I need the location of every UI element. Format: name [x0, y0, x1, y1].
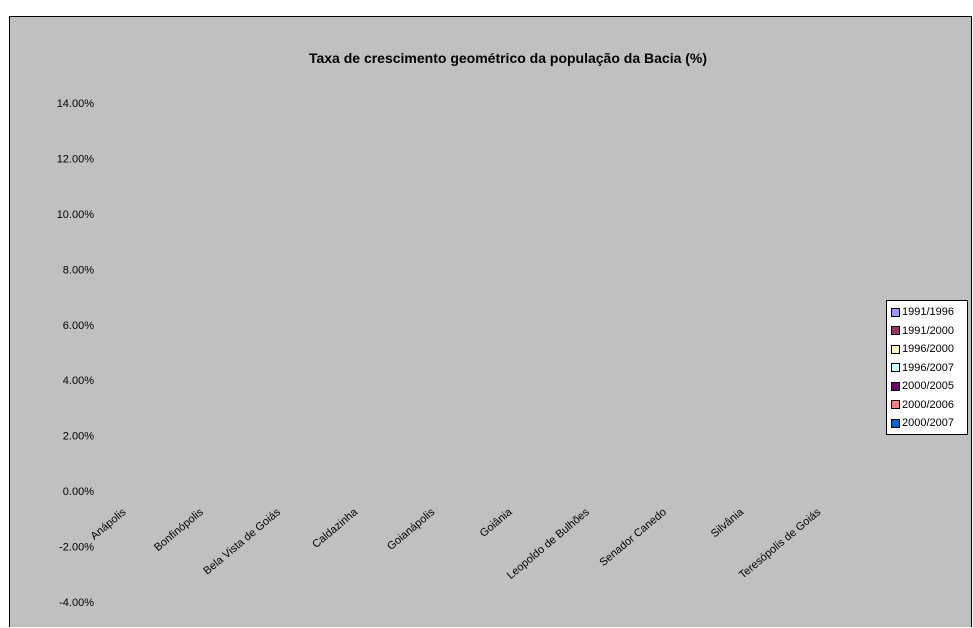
y-tick-label: 4.00% — [63, 375, 94, 387]
legend-item: 1991/2000 — [887, 322, 967, 341]
y-axis-ticks: 14.00% 12.00% 10.00% 8.00% 6.00% 4.00% 2.00% 0.… — [57, 98, 95, 609]
legend-item: 1996/2000 — [887, 340, 967, 359]
x-category-label: Bela Vista de Goiás — [201, 506, 283, 577]
legend-item: 1996/2007 — [887, 359, 967, 378]
y-tick-label: 6.00% — [63, 320, 94, 332]
legend-label: 1996/2000 — [902, 343, 954, 356]
legend-swatch — [891, 418, 900, 428]
chart-area: Taxa de crescimento geométrico da popula… — [9, 16, 972, 627]
legend-item: 2000/2006 — [887, 396, 967, 415]
y-tick-label: 14.00% — [57, 98, 95, 110]
legend-label: 2000/2005 — [902, 380, 954, 393]
legend-swatch — [891, 381, 900, 391]
legend-item: 2000/2007 — [887, 414, 967, 433]
y-tick-label: 2.00% — [63, 431, 94, 443]
x-category-label: Anápolis — [88, 506, 128, 543]
x-category-label: Teresópolis de Goiás — [737, 506, 824, 582]
x-category-label: Goianápolis — [385, 506, 438, 553]
legend-swatch — [891, 326, 900, 336]
chart-title: Taxa de crescimento geométrico da popula… — [309, 50, 707, 66]
legend-item: 1991/1996 — [887, 303, 967, 322]
legend-swatch — [891, 344, 900, 354]
legend-label: 2000/2007 — [902, 417, 954, 430]
legend-item: 2000/2005 — [887, 377, 967, 396]
x-category-label: Senador Canedo — [597, 506, 668, 569]
legend-label: 1991/1996 — [902, 306, 954, 319]
x-category-label: Caldazinha — [310, 506, 361, 551]
y-tick-label: -4.00% — [59, 597, 94, 609]
y-tick-label: 12.00% — [57, 153, 95, 165]
legend-label: 2000/2006 — [902, 398, 954, 411]
chart-svg: Taxa de crescimento geométrico da popula… — [57, 50, 824, 609]
y-tick-label: 10.00% — [57, 209, 95, 221]
y-tick-label: 0.00% — [63, 486, 94, 498]
legend: 1991/1996 1991/2000 1996/2000 1996/2007 2000… — [886, 300, 968, 435]
legend-swatch — [891, 307, 900, 317]
y-tick-label: 8.00% — [63, 264, 94, 276]
x-category-label: Goiânia — [478, 506, 515, 540]
x-category-label: Bonfinópolis — [152, 506, 206, 554]
y-tick-label: -2.00% — [59, 542, 94, 554]
legend-label: 1991/2000 — [902, 324, 954, 337]
legend-label: 1996/2007 — [902, 361, 954, 374]
x-category-label: Silvânia — [709, 506, 747, 541]
legend-swatch — [891, 400, 900, 410]
x-category-label: Leopoldo de Bulhões — [505, 506, 592, 582]
legend-swatch — [891, 363, 900, 373]
